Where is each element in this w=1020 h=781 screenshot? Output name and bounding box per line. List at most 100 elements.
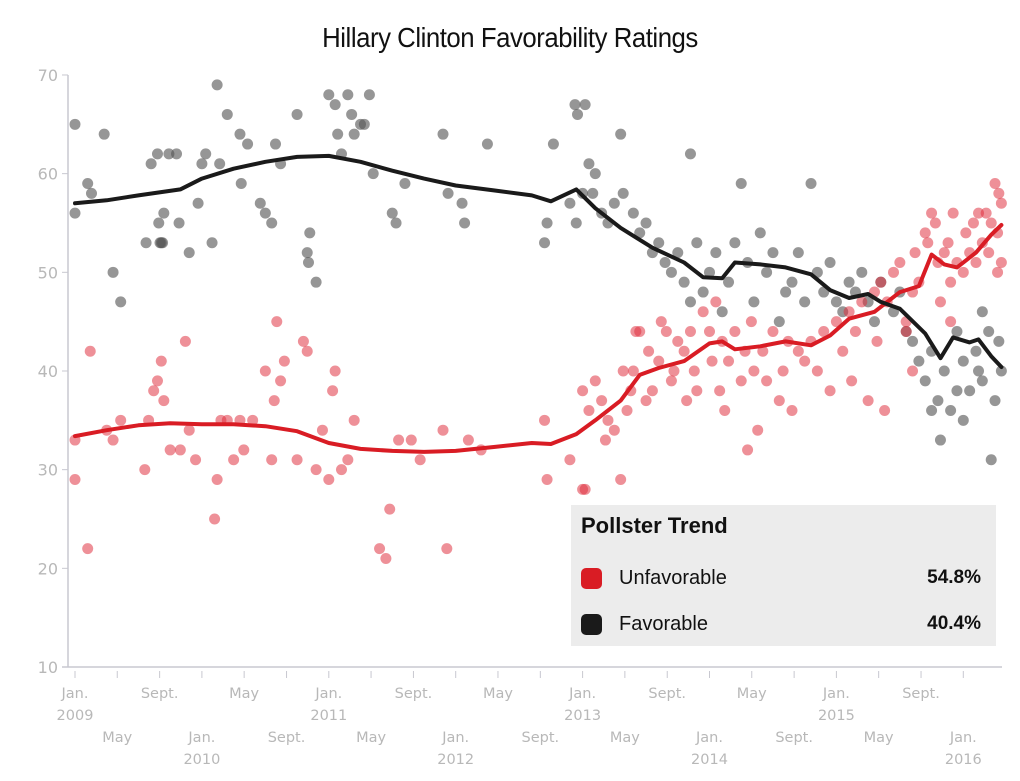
unfavorable-point	[894, 256, 906, 268]
favorable-point	[456, 197, 468, 209]
x-tick-year-label: 2010	[183, 752, 220, 768]
favorable-point	[615, 128, 627, 140]
unfavorable-point	[414, 454, 426, 466]
favorable-point	[824, 256, 836, 268]
x-tick-label: May	[229, 686, 259, 702]
unfavorable-point	[268, 395, 280, 407]
unfavorable-point	[875, 276, 887, 288]
unfavorable-point	[684, 326, 696, 338]
x-tick-label: Sept.	[141, 686, 179, 702]
favorable-point	[805, 178, 817, 190]
favorable-point	[951, 326, 963, 338]
unfavorable-point	[564, 454, 576, 466]
favorable-point	[754, 227, 766, 239]
unfavorable-point	[183, 424, 195, 436]
favorable-point	[173, 217, 185, 229]
unfavorable-point	[945, 316, 957, 328]
unfavorable-point	[393, 434, 405, 446]
favorable-point	[926, 404, 938, 416]
favorable-point	[748, 296, 760, 308]
favorable-point	[716, 306, 728, 318]
unfavorable-point	[710, 296, 722, 308]
favorable-point	[310, 276, 322, 288]
unfavorable-point	[742, 444, 754, 456]
favorable-point	[907, 335, 919, 347]
unfavorable-point	[989, 178, 1001, 190]
unfavorable-point	[681, 395, 693, 407]
unfavorable-point	[139, 464, 151, 476]
favorable-point	[691, 237, 703, 249]
unfavorable-point	[993, 187, 1005, 199]
unfavorable-point	[757, 345, 769, 357]
favorable-point	[539, 237, 551, 249]
x-tick-label: Sept.	[775, 730, 813, 746]
favorable-point	[437, 128, 449, 140]
favorable-swatch-icon	[581, 614, 602, 635]
x-tick-label: May	[356, 730, 386, 746]
unfavorable-point	[380, 552, 392, 564]
x-tick-label: Jan.	[61, 686, 89, 702]
x-tick-label: Sept.	[902, 686, 940, 702]
x-tick-label: Jan.	[949, 730, 977, 746]
favorable-point	[192, 197, 204, 209]
favorable-point	[773, 316, 785, 328]
unfavorable-point	[599, 434, 611, 446]
favorable-point	[98, 128, 110, 140]
favorable-point	[786, 276, 798, 288]
unfavorable-point	[830, 316, 842, 328]
unfavorable-point	[441, 543, 453, 555]
favorable-point	[868, 316, 880, 328]
favorable-point	[617, 187, 629, 199]
favorable-point	[399, 178, 411, 190]
favorable-point	[684, 296, 696, 308]
x-tick-label: May	[102, 730, 132, 746]
unfavorable-point	[84, 345, 96, 357]
unfavorable-point	[995, 197, 1007, 209]
favorable-point	[211, 79, 223, 91]
legend-item-favorable: Favorable 40.4%	[581, 613, 981, 637]
unfavorable-point	[786, 404, 798, 416]
favorable-point	[69, 118, 81, 130]
favorable-point	[151, 148, 163, 160]
favorable-point	[342, 89, 354, 101]
x-tick-year-label: 2016	[945, 752, 982, 768]
unfavorable-point	[643, 345, 655, 357]
unfavorable-point	[922, 237, 934, 249]
favorable-point	[332, 128, 344, 140]
unfavorable-point	[824, 385, 836, 397]
x-tick-label: Sept.	[395, 686, 433, 702]
unfavorable-point	[723, 355, 735, 367]
unfavorable-point	[938, 247, 950, 259]
unfavorable-point	[929, 217, 941, 229]
unfavorable-point	[589, 375, 601, 387]
unfavorable-point	[672, 335, 684, 347]
favorable-point	[684, 148, 696, 160]
y-tick-label: 70	[38, 66, 58, 85]
favorable-point	[459, 217, 471, 229]
legend-label: Favorable	[619, 613, 708, 635]
x-tick-label: May	[483, 686, 513, 702]
unfavorable-point	[577, 385, 589, 397]
y-tick-label: 60	[38, 165, 58, 184]
unfavorable-point	[155, 355, 167, 367]
x-tick-label: Sept.	[648, 686, 686, 702]
unfavorable-point	[888, 266, 900, 278]
unfavorable-point	[316, 424, 328, 436]
unfavorable-point	[148, 385, 160, 397]
favorable-point	[934, 434, 946, 446]
unfavorable-point	[209, 513, 221, 525]
unfavorable-point	[541, 474, 553, 486]
unfavorable-point	[719, 404, 731, 416]
favorable-point	[570, 217, 582, 229]
favorable-point	[608, 197, 620, 209]
unfavorable-point	[278, 355, 290, 367]
unfavorable-point	[291, 454, 303, 466]
x-tick-label: Jan.	[568, 686, 596, 702]
unfavorable-point	[82, 543, 94, 555]
unfavorable-point	[745, 316, 757, 328]
favorable-point	[163, 148, 175, 160]
unfavorable-point	[960, 227, 972, 239]
unfavorable-point	[704, 326, 715, 338]
favorable-point	[792, 247, 804, 259]
unfavorable-point	[539, 414, 551, 426]
